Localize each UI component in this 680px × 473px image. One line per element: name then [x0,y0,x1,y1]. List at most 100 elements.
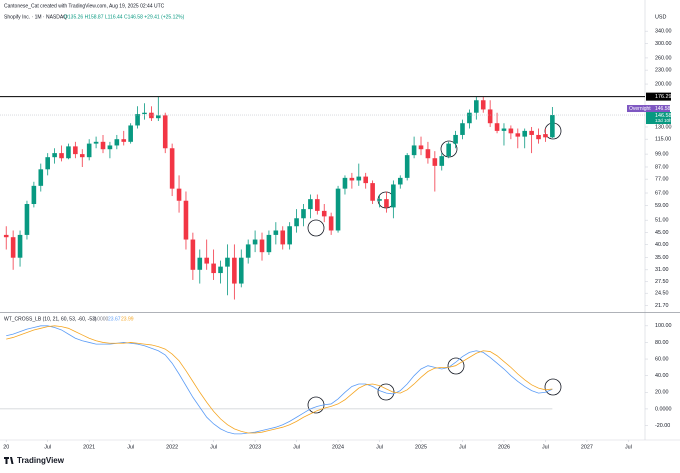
y-tick-label: 31.00 [655,267,669,273]
oscillator-line [6,325,553,434]
candle-body [232,257,237,284]
countdown: 13d 10h [655,118,672,123]
candle-body [550,115,555,138]
x-tick-label: 2024 [332,444,344,450]
candle-body [190,239,196,270]
y-tick-label: 0.0000 [655,406,672,412]
candle-body [363,176,369,184]
candle-body [93,141,99,144]
overnight-bg [627,105,670,113]
x-tick-label: Jul [542,444,549,450]
candle-body [86,143,92,158]
candle-body [169,148,175,189]
indicator-title: WT_CROSS_LB (10, 21, 60, 53, -60, -53) [4,316,97,322]
candle-body [404,155,410,178]
y-tick-label: 40.00 [655,373,669,379]
x-tick-label: Jul [44,444,51,450]
candle-body [397,177,403,185]
level-label: 176.29 [655,94,672,100]
candle-body [38,169,44,186]
y-tick-label: 59.00 [655,203,669,209]
candle-body [315,199,320,211]
candle-body [377,199,382,201]
indicator-value: 23.99 [121,316,134,322]
x-tick-label: 2022 [166,444,178,450]
y-tick-label: 99.00 [655,152,669,158]
y-tick-label: 51.00 [655,218,669,224]
x-tick-label: Jul [293,444,300,450]
candle-body [301,209,306,219]
x-tick-label: 2027 [581,444,593,450]
y-tick-label: 300.00 [655,41,672,47]
y-tick-label: 77.00 [655,177,669,183]
candle-body [128,125,133,142]
y-tick-label: 20.00 [655,390,669,396]
candle-body [79,154,85,158]
candle-body [225,257,230,267]
logo [4,457,14,464]
candle-body [3,234,9,238]
candle-body [266,234,272,253]
circle [307,219,325,237]
y-tick-label: 200.00 [655,81,672,87]
candle-body [73,146,78,155]
candle-body [460,123,465,135]
circle [544,378,562,396]
candle-body [273,230,279,235]
y-tick-label: 230.00 [655,68,672,74]
candles [3,96,555,300]
oscillator-line [6,325,553,435]
candle-body [259,239,265,253]
y-tick-label: 115.00 [655,137,671,143]
candle-body [453,134,458,144]
candle-body [59,153,64,159]
x-tick-label: 20 [3,444,9,450]
candle-body [474,100,479,113]
candle-body [24,204,30,235]
candle-body [418,145,424,150]
y-tick-label: 45.00 [655,230,669,236]
ohlc: O135.26 H158.87 L116.44 C146.58 +29.41 (… [64,14,185,20]
x-tick-label: 2025 [415,444,427,450]
x-tick-label: Jul [459,444,466,450]
x-tick-label: Jul [376,444,383,450]
circle [447,357,465,375]
y-tick-label: 27.50 [655,279,669,285]
candle-body [543,134,548,138]
candle-body [370,183,375,201]
candle-body [342,177,348,189]
candle-body [467,112,472,124]
candle-body [480,100,486,110]
candle-body [411,145,417,156]
candle-body [142,112,147,115]
candle-body [100,141,106,150]
candle-body [31,185,37,205]
y-tick-label: 80.00 [655,340,669,346]
candle-body [328,216,334,231]
candle-body [391,184,396,208]
candle-body [321,210,327,217]
y-tick-label: 24.50 [655,291,669,297]
candle-body [183,200,189,240]
y-tick-label: 340.00 [655,29,672,35]
candle-body [204,257,210,264]
candle-body [356,176,362,181]
candle-body [45,157,51,170]
candle-body [294,218,299,227]
candle-body [439,156,445,166]
x-tick-label: Jul [625,444,632,450]
candle-body [121,139,127,142]
candle-body [508,128,514,134]
candle-body [432,158,438,166]
overnight-value: 146.58 [655,106,671,112]
candle-body [425,149,431,159]
symbol: Shopify Inc. · 1M · NASDAQ [4,14,67,20]
candle-body [197,257,203,270]
candle-body [52,153,57,158]
candle-body [135,114,140,126]
candle-body [446,143,451,157]
y-tick-label: 40.00 [655,242,669,248]
candle-body [17,234,23,258]
